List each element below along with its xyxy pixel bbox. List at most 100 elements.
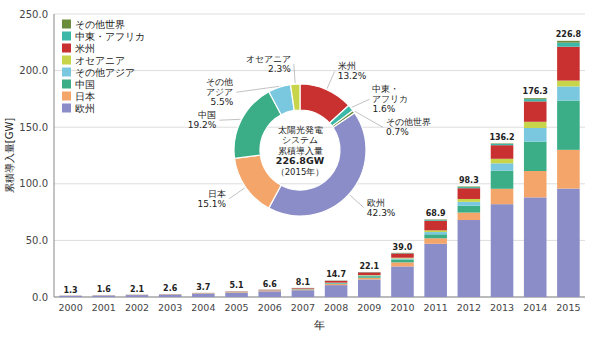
bar-segment xyxy=(225,291,248,292)
legend-swatch xyxy=(62,44,71,53)
total-label: 3.7 xyxy=(196,283,210,292)
bar-segment xyxy=(292,288,315,289)
bar-segment xyxy=(292,289,315,290)
pie-center-text: 226.8GW xyxy=(276,155,325,166)
bar-segment xyxy=(491,189,514,204)
bar-segment xyxy=(192,293,215,294)
legend-label: オセアニア xyxy=(75,55,125,66)
bar-segment xyxy=(159,294,182,295)
pie-leader-line xyxy=(327,71,335,88)
bar-segment xyxy=(458,187,481,188)
bar-segment xyxy=(391,260,414,263)
pie-chart: 太陽光発電システム累積導入量226.8GW（2015年）米州13.2%中東・アフ… xyxy=(188,54,431,217)
bar-segment xyxy=(491,163,514,170)
bar-segment xyxy=(92,295,115,296)
bar-segment xyxy=(325,284,348,285)
legend-swatch xyxy=(62,20,71,29)
pie-leader-line xyxy=(229,188,245,199)
x-tick-label: 2003 xyxy=(158,302,182,313)
pie-leader-line xyxy=(236,86,279,92)
bar-segment xyxy=(225,291,248,292)
pie-slice xyxy=(290,84,300,110)
bar-segment xyxy=(557,86,580,100)
bar-segment xyxy=(358,272,381,275)
bar-segment xyxy=(292,289,315,291)
bar-segment xyxy=(358,276,381,278)
bar-segment xyxy=(391,253,414,257)
bar-segment xyxy=(126,294,149,295)
bar-segment xyxy=(258,290,281,291)
bar-segment xyxy=(458,186,481,188)
bar-segment xyxy=(225,293,248,297)
pie-category-label: 中国 xyxy=(198,110,216,120)
bar-segment xyxy=(159,294,182,295)
bar-segment xyxy=(258,289,281,290)
bar-segment xyxy=(225,291,248,292)
bar-segment xyxy=(491,204,514,297)
bar-segment xyxy=(358,279,381,297)
pie-value-label: 42.3% xyxy=(367,208,396,218)
bar-segment xyxy=(557,43,580,47)
pie-category-line: 中国 xyxy=(198,110,216,120)
bar-segment xyxy=(524,128,547,142)
bar-segment xyxy=(358,272,381,273)
pie-value-label: 19.2% xyxy=(188,120,217,130)
bar-segment xyxy=(159,294,182,295)
bar-segment xyxy=(192,293,215,294)
bar-segment xyxy=(557,150,580,189)
pie-slice xyxy=(269,85,294,115)
total-label: 136.2 xyxy=(489,133,514,142)
bar-segment xyxy=(524,142,547,171)
legend-swatch xyxy=(62,92,71,101)
bar-segment xyxy=(159,294,182,295)
bar-segment xyxy=(159,295,182,297)
pie-category-label: 欧州 xyxy=(367,198,385,208)
bar-segment xyxy=(458,199,481,202)
pie-category-label: その他世界 xyxy=(386,117,431,127)
bar-segment xyxy=(557,47,580,81)
bar-segment xyxy=(225,291,248,292)
total-label: 1.3 xyxy=(64,286,78,295)
legend-label: その他世界 xyxy=(75,19,125,30)
bar-segment xyxy=(92,295,115,296)
bar-segment xyxy=(391,252,414,253)
bar-segment xyxy=(424,230,447,232)
bar-segment xyxy=(491,159,514,164)
pie-category-label: 米州 xyxy=(338,61,356,71)
bar-segment xyxy=(258,290,281,291)
bar-segment xyxy=(524,171,547,197)
bar-segment xyxy=(358,272,381,273)
pie-center-text: 累積導入量 xyxy=(278,146,323,156)
bar-segment xyxy=(391,259,414,260)
total-label: 8.1 xyxy=(296,278,311,287)
x-tick-label: 2008 xyxy=(324,302,348,313)
bars xyxy=(59,41,579,297)
bar-chart: 0.050.0100.0150.0200.0250.02000200120022… xyxy=(4,9,585,333)
total-label: 226.8 xyxy=(556,30,582,39)
bar-segment xyxy=(92,295,115,296)
bar-segment xyxy=(325,285,348,297)
bar-segment xyxy=(524,99,547,101)
pie-leader-line xyxy=(350,195,364,208)
pie-category-line: アジア xyxy=(206,87,233,97)
bar-segment xyxy=(292,288,315,289)
legend-label: 欧州 xyxy=(75,103,95,114)
bar-segment xyxy=(126,295,149,297)
y-axis-label: 累積導入量[GW] xyxy=(4,118,15,194)
x-tick-label: 2009 xyxy=(357,302,381,313)
x-tick-label: 2000 xyxy=(59,302,83,313)
bar-segment xyxy=(192,292,215,293)
bar-segment xyxy=(325,281,348,283)
total-label: 5.1 xyxy=(229,281,244,290)
bar-segment xyxy=(524,98,547,100)
pie-leader-line xyxy=(355,111,383,127)
bar-segment xyxy=(192,292,215,293)
bar-segment xyxy=(424,219,447,220)
bar-segment xyxy=(458,202,481,206)
legend-label: 日本 xyxy=(75,91,95,102)
pie-value-label: 2.3% xyxy=(268,64,291,74)
pie-category-line: アフリカ xyxy=(372,94,408,104)
bar-segment xyxy=(524,122,547,128)
bar-segment xyxy=(292,288,315,290)
bar-segment xyxy=(391,262,414,266)
